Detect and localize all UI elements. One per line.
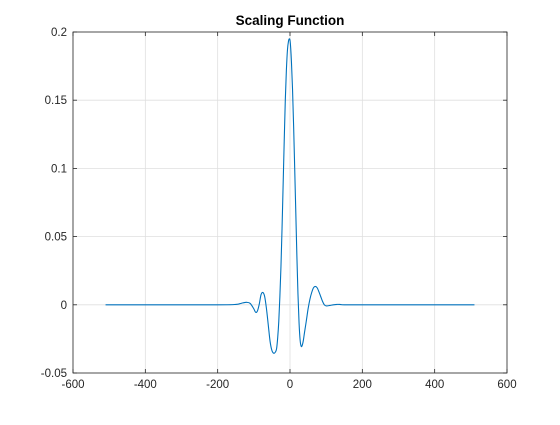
x-tick-label: 600 [497,379,516,391]
x-tick-label: -600 [61,379,84,391]
ticks: -600 -400 -200 0 200 400 600 -0.05 0 0.05 0.1 0.15 0… [41,27,517,391]
x-tick-label: 400 [425,379,444,391]
y-tick-label: 0.15 [45,95,67,107]
y-tick-label: 0 [61,300,67,312]
x-tick-label: 0 [287,379,293,391]
y-tick-label: -0.05 [41,368,67,380]
x-tick-label: -400 [134,379,157,391]
x-tick-label: -200 [206,379,229,391]
grid [72,31,508,374]
y-tick-label: 0.1 [51,163,67,175]
x-tick-label: 200 [353,379,372,391]
y-tick-label: 0.05 [45,232,67,244]
y-tick-label: 0.2 [51,27,67,39]
series-layer [105,38,475,354]
chart-title: Scaling Function [236,13,345,28]
series-line [105,38,475,354]
